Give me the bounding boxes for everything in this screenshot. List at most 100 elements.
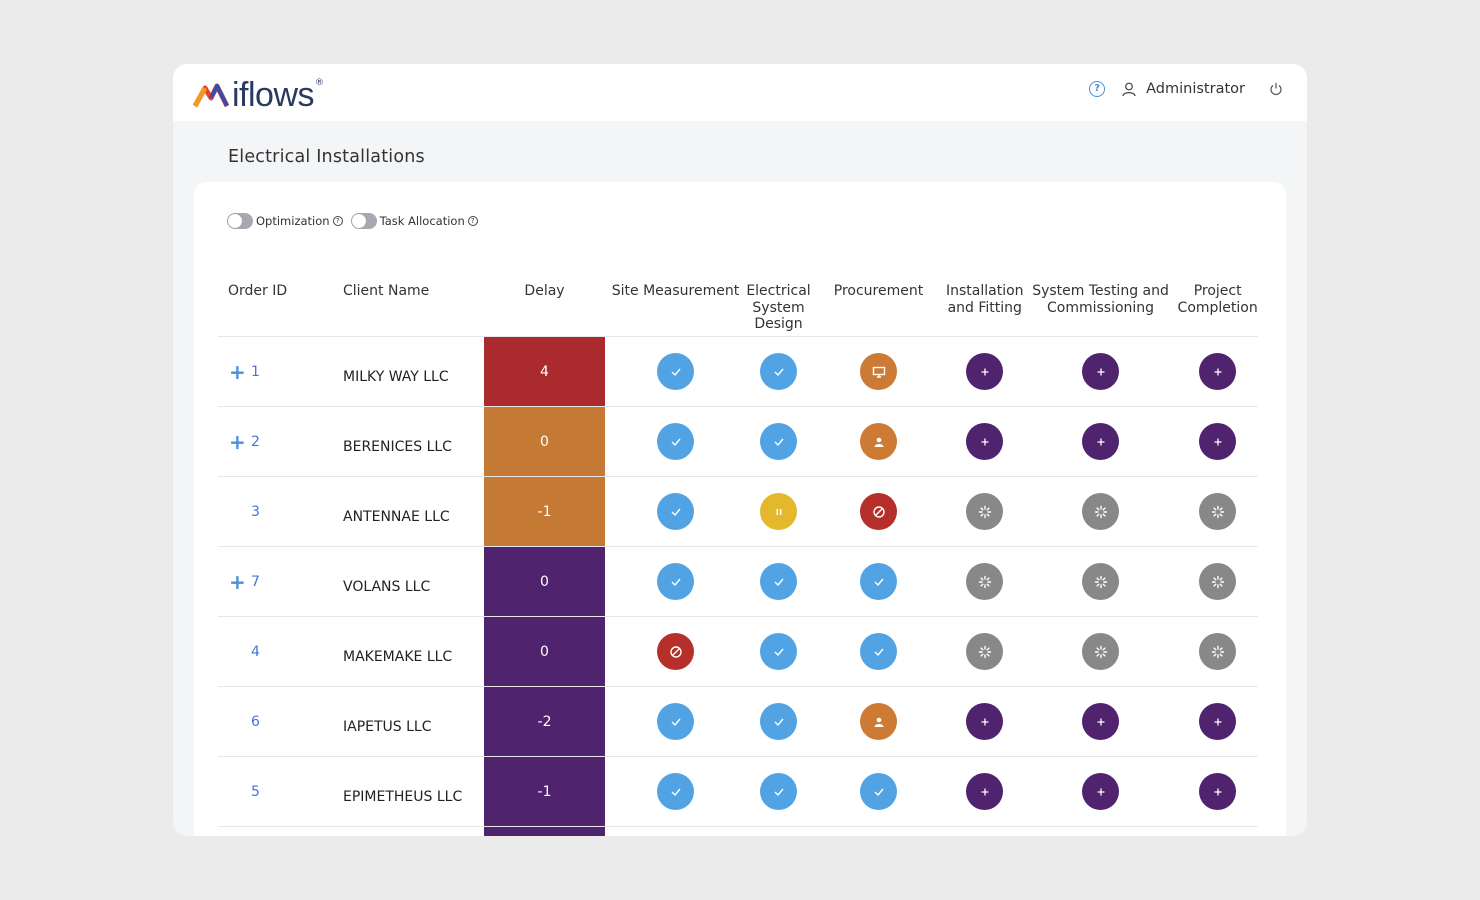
status-spinner-icon[interactable] bbox=[966, 633, 1004, 670]
col-delay[interactable]: Delay bbox=[484, 270, 605, 337]
question-icon[interactable]: ? bbox=[467, 216, 478, 226]
status-spinner-icon[interactable] bbox=[1082, 633, 1120, 670]
stage-site-measurement bbox=[605, 476, 746, 547]
client-name: VOLANS LLC bbox=[343, 546, 484, 617]
col-electrical-system-design[interactable]: Electrical System Design bbox=[746, 270, 811, 337]
status-plus-icon[interactable] bbox=[1082, 423, 1120, 460]
power-icon[interactable] bbox=[1269, 82, 1283, 96]
status-check-icon[interactable] bbox=[657, 423, 694, 460]
table-row[interactable]: +1 MILKY WAY LLC 4 bbox=[218, 336, 1258, 407]
status-spinner-icon[interactable] bbox=[966, 493, 1004, 530]
table-row[interactable]: 6 IAPETUS LLC -2 bbox=[218, 686, 1258, 757]
status-spinner-icon[interactable] bbox=[1199, 493, 1237, 530]
col-installation-fitting[interactable]: Installation and Fitting bbox=[946, 270, 1024, 337]
stage-procurement bbox=[811, 546, 946, 617]
order-id[interactable]: 2 bbox=[251, 406, 343, 477]
status-check-icon[interactable] bbox=[860, 563, 897, 600]
expand-row-button[interactable]: + bbox=[218, 406, 251, 477]
status-spinner-icon[interactable] bbox=[1199, 633, 1237, 670]
expand-row-button bbox=[218, 616, 251, 687]
stage-installation-fitting bbox=[946, 756, 1024, 827]
status-spinner-icon[interactable] bbox=[1082, 563, 1120, 600]
status-plus-icon[interactable] bbox=[1199, 423, 1237, 460]
table-row[interactable]: 4 MAKEMAKE LLC 0 bbox=[218, 616, 1258, 687]
user-icon[interactable] bbox=[1121, 81, 1137, 97]
task-allocation-switch[interactable] bbox=[350, 213, 377, 229]
status-check-icon[interactable] bbox=[760, 423, 797, 460]
help-icon[interactable]: ? bbox=[1089, 81, 1106, 97]
stage-project-completion bbox=[1177, 476, 1258, 547]
status-plus-icon[interactable] bbox=[966, 423, 1004, 460]
status-spinner-icon[interactable] bbox=[1199, 563, 1237, 600]
status-check-icon[interactable] bbox=[657, 563, 694, 600]
status-plus-icon[interactable] bbox=[966, 353, 1004, 390]
status-plus-icon[interactable] bbox=[1082, 703, 1120, 740]
orders-table: Order ID Client Name Delay Site Measurem… bbox=[218, 270, 1258, 836]
status-check-icon[interactable] bbox=[860, 773, 897, 810]
order-id[interactable]: 3 bbox=[251, 476, 343, 547]
status-plus-icon[interactable] bbox=[1082, 353, 1120, 390]
order-id[interactable]: 4 bbox=[251, 616, 343, 687]
col-project-completion[interactable]: Project Completion bbox=[1177, 270, 1258, 337]
status-blocked-icon[interactable] bbox=[657, 633, 694, 670]
stage-procurement bbox=[811, 826, 946, 836]
stage-procurement bbox=[811, 476, 946, 547]
col-site-measurement[interactable]: Site Measurement bbox=[605, 270, 746, 337]
client-name: EPIMETHEUS LLC bbox=[343, 756, 484, 827]
table-row[interactable]: +8AEGAEON LLC-9 bbox=[218, 826, 1258, 836]
col-order-id[interactable]: Order ID bbox=[218, 270, 343, 337]
status-check-icon[interactable] bbox=[760, 773, 797, 810]
status-plus-icon[interactable] bbox=[1199, 773, 1237, 810]
status-plus-icon[interactable] bbox=[966, 703, 1004, 740]
status-plus-icon[interactable] bbox=[1199, 353, 1237, 390]
status-pause-icon[interactable] bbox=[760, 493, 797, 530]
status-check-icon[interactable] bbox=[657, 703, 694, 740]
toggle-optimization[interactable]: Optimization ? bbox=[227, 213, 343, 229]
status-person-icon[interactable] bbox=[860, 423, 897, 460]
logo-text: iflows bbox=[232, 76, 315, 114]
status-check-icon[interactable] bbox=[657, 353, 694, 390]
stage-procurement bbox=[811, 756, 946, 827]
status-check-icon[interactable] bbox=[657, 773, 694, 810]
table-header: Order ID Client Name Delay Site Measurem… bbox=[218, 270, 1258, 337]
order-id[interactable]: 8 bbox=[251, 826, 343, 836]
status-plus-icon[interactable] bbox=[966, 773, 1004, 810]
optimization-switch[interactable] bbox=[227, 213, 253, 229]
status-spinner-icon[interactable] bbox=[966, 563, 1004, 600]
order-id[interactable]: 7 bbox=[251, 546, 343, 617]
table-row[interactable]: 5 EPIMETHEUS LLC -1 bbox=[218, 756, 1258, 827]
top-bar: iflows ® ? Administrator bbox=[173, 64, 1307, 121]
status-check-icon[interactable] bbox=[760, 633, 797, 670]
status-plus-icon[interactable] bbox=[1082, 773, 1120, 810]
order-id[interactable]: 6 bbox=[251, 686, 343, 757]
expand-row-button[interactable]: + bbox=[218, 336, 251, 407]
stage-electrical-system-design bbox=[746, 826, 811, 836]
stage-procurement bbox=[811, 336, 946, 407]
toggle-task-allocation[interactable]: Task Allocation ? bbox=[350, 213, 478, 229]
stage-site-measurement bbox=[605, 756, 746, 827]
table-row[interactable]: +7 VOLANS LLC 0 bbox=[218, 546, 1258, 617]
expand-row-button[interactable]: + bbox=[218, 826, 251, 836]
order-id[interactable]: 5 bbox=[251, 756, 343, 827]
col-procurement[interactable]: Procurement bbox=[811, 270, 946, 337]
status-check-icon[interactable] bbox=[760, 353, 797, 390]
table-row[interactable]: 3 ANTENNAE LLC -1 bbox=[218, 476, 1258, 547]
status-blocked-icon[interactable] bbox=[860, 493, 897, 530]
status-monitor-icon[interactable] bbox=[860, 353, 897, 390]
logo[interactable]: iflows ® bbox=[193, 78, 324, 112]
status-plus-icon[interactable] bbox=[1199, 703, 1237, 740]
col-client-name[interactable]: Client Name bbox=[343, 270, 484, 337]
col-system-testing[interactable]: System Testing and Commissioning bbox=[1023, 270, 1178, 337]
status-check-icon[interactable] bbox=[760, 563, 797, 600]
status-spinner-icon[interactable] bbox=[1082, 493, 1120, 530]
order-id[interactable]: 1 bbox=[251, 336, 343, 407]
status-check-icon[interactable] bbox=[760, 703, 797, 740]
table-row[interactable]: +2 BERENICES LLC 0 bbox=[218, 406, 1258, 477]
status-check-icon[interactable] bbox=[860, 633, 897, 670]
status-check-icon[interactable] bbox=[657, 493, 694, 530]
question-icon[interactable]: ? bbox=[332, 216, 343, 226]
expand-row-button[interactable]: + bbox=[218, 546, 251, 617]
client-name: AEGAEON LLC bbox=[343, 826, 484, 836]
status-person-icon[interactable] bbox=[860, 703, 897, 740]
user-name[interactable]: Administrator bbox=[1146, 81, 1245, 97]
